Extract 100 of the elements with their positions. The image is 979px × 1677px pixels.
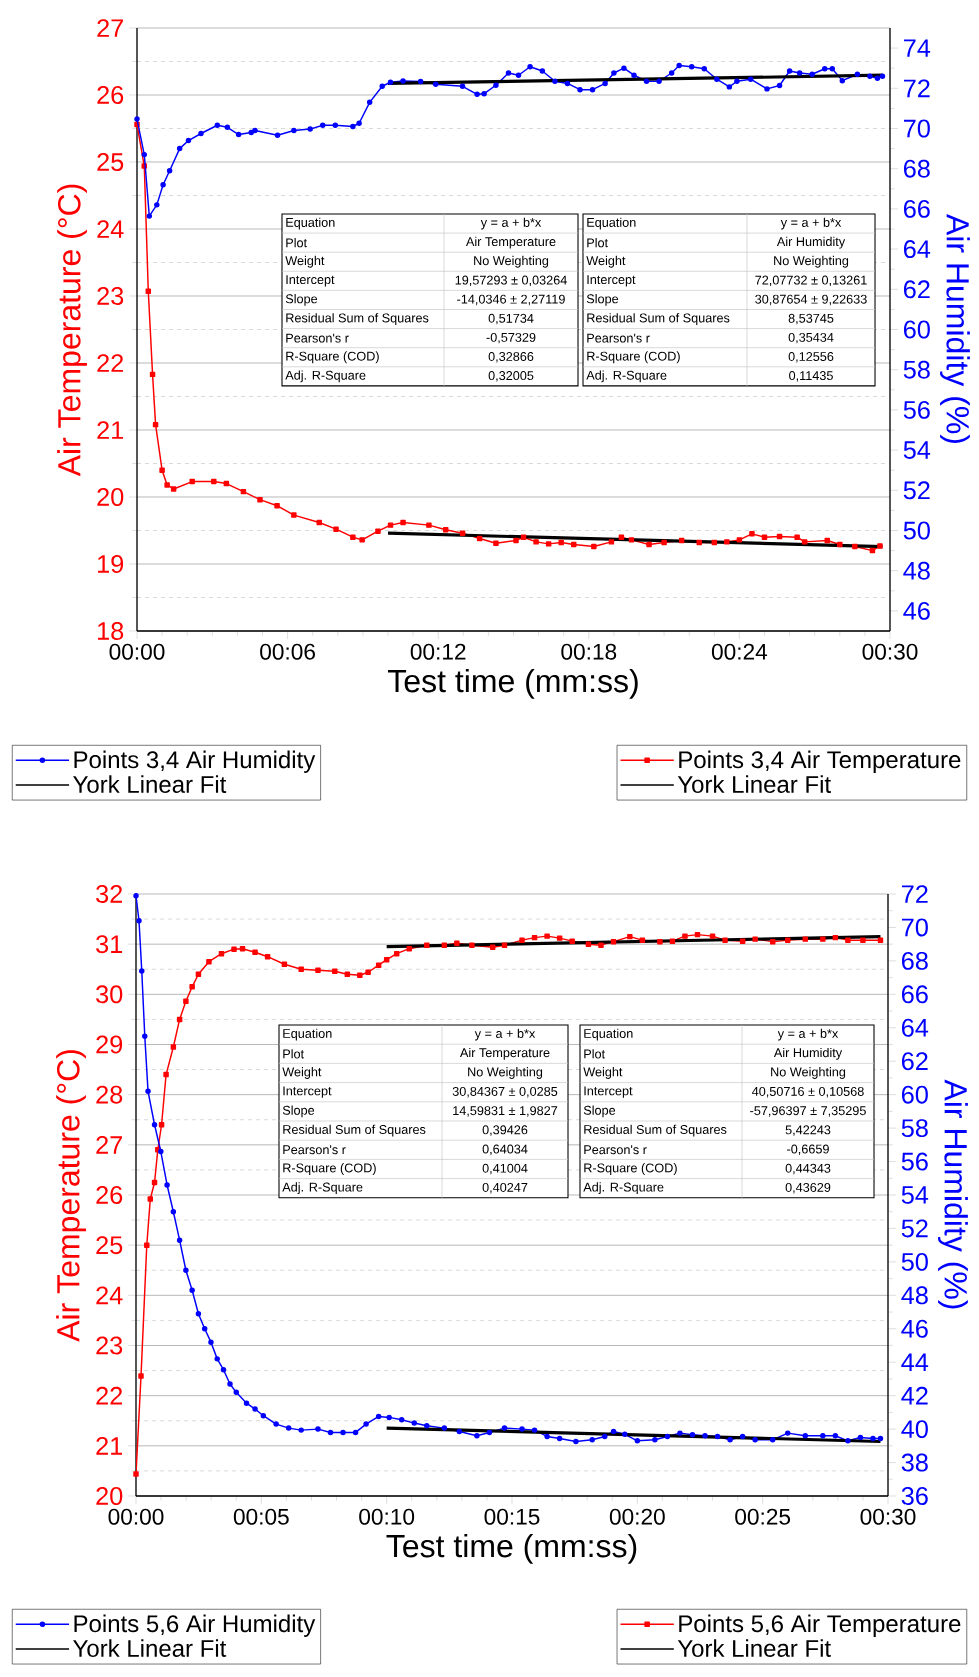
x-tick-label: 00:00: [109, 643, 165, 660]
y2-tick-label: 44: [901, 1353, 929, 1371]
annotation: 0,40247: [482, 1182, 528, 1194]
y2-tick-label: 66: [903, 199, 930, 218]
y2-tick-label: 66: [901, 985, 928, 1004]
annotation: -0,57329: [486, 332, 536, 344]
point: [459, 530, 466, 536]
annotation: 72,07732 ± 0,13261: [755, 275, 867, 287]
legend-label: York Linear Fit: [73, 1639, 227, 1657]
y2-tick-label: 64: [903, 240, 931, 259]
y2-tick-label: 50: [901, 1252, 928, 1271]
legend-label: York Linear Fit: [677, 775, 831, 793]
point: [442, 527, 449, 533]
annotation: Equation: [584, 1028, 633, 1041]
annotation: Weight: [586, 255, 626, 268]
y2-tick-label: 52: [901, 1219, 928, 1238]
point: [333, 526, 339, 532]
annotation: Adj. R-Square: [586, 370, 667, 383]
annotation: 5,42243: [785, 1125, 831, 1136]
x-tick-label: 00:10: [359, 1508, 415, 1525]
y2-tick-label: 50: [903, 521, 930, 540]
annotation: 19,57293 ± 0,03264: [455, 275, 567, 287]
annotation: Plot: [584, 1049, 605, 1059]
y-tick-label: 28: [96, 1085, 123, 1104]
y2-tick-label: 48: [901, 1286, 928, 1305]
annotation: Weight: [285, 255, 325, 268]
point: [618, 534, 625, 540]
annotation: 0,11435: [789, 371, 833, 382]
annotation: R-Square (COD): [587, 351, 680, 364]
annotation: Weight: [583, 1067, 623, 1079]
annotation: 30,87654 ± 9,22633: [755, 294, 867, 306]
annotation: 0,12556: [788, 352, 834, 363]
annotation: Plot: [587, 237, 608, 248]
annotation: 8,53745: [788, 313, 834, 325]
y2-tick-label: 58: [901, 1119, 928, 1138]
y-tick-label: 26: [97, 86, 124, 104]
annotation: 0,39426: [482, 1125, 528, 1136]
point: [646, 541, 652, 548]
point: [400, 519, 406, 526]
point: [877, 543, 883, 549]
annotation: Equation: [587, 217, 636, 230]
annotation: Residual Sum of Squares: [286, 313, 429, 325]
point: [794, 534, 800, 540]
annotation: Adj. R-Square: [285, 370, 366, 383]
annotation: 0,43629: [785, 1182, 831, 1194]
y2-tick-label: 70: [904, 119, 930, 138]
annotation: y = a + b*x: [480, 217, 542, 230]
y-tick-label: 30: [96, 985, 123, 1004]
y2-tick-label: 60: [901, 1085, 928, 1104]
annotation: Slope: [583, 1105, 616, 1118]
annotation: y = a + b*x: [780, 217, 842, 230]
y-tick-label: 25: [96, 1236, 123, 1255]
legend-label: York Linear Fit: [73, 775, 227, 793]
y2-tick-label: 62: [901, 1052, 928, 1071]
point: [520, 534, 527, 540]
point: [608, 539, 615, 545]
legend-label: Points 3,4 Air Humidity: [74, 750, 316, 773]
annotation: Slope: [285, 294, 318, 306]
y2-tick-label: 46: [901, 1319, 928, 1338]
annotation: Slope: [282, 1105, 315, 1118]
x-tick-label: 00:05: [233, 1508, 289, 1525]
annotation: 14,59831 ± 1,9827: [453, 1106, 558, 1117]
legend-label: Points 3,4 Air Temperature: [679, 750, 961, 773]
annotation: 40,50716 ± 0,10568: [752, 1086, 864, 1098]
y2-tick-label: 72: [904, 79, 930, 98]
y2-axis-title: Air Humidity (%): [938, 1079, 968, 1309]
point: [316, 519, 322, 526]
annotation: Adj. R-Square: [282, 1182, 363, 1195]
y2-tick-label: 54: [901, 1186, 929, 1204]
annotation: R-Square (COD): [584, 1163, 677, 1175]
y2-tick-label: 62: [903, 280, 930, 299]
point: [591, 543, 597, 550]
y-tick-label: 24: [97, 220, 124, 238]
y2-tick-label: 68: [903, 159, 930, 178]
point: [189, 478, 195, 485]
annotation: No Weighting: [468, 1067, 543, 1079]
annotation: 0,51734: [488, 313, 534, 325]
point: [852, 543, 858, 550]
point: [533, 539, 539, 545]
y-tick-label: 19: [98, 555, 124, 573]
annotation: Pearson's r: [584, 1145, 647, 1155]
legend-label: Points 5,6 Air Humidity: [74, 1614, 316, 1637]
annotation: 0,64034: [482, 1144, 528, 1156]
y2-tick-label: 52: [903, 481, 930, 500]
point: [628, 537, 635, 543]
annotation: No Weighting: [771, 1067, 846, 1079]
annotation: Intercept: [584, 1086, 633, 1098]
annotation: Intercept: [286, 275, 335, 287]
annotation: Air Humidity: [773, 1047, 843, 1060]
x-tick-label: 00:30: [860, 1508, 916, 1525]
y-tick-label: 20: [96, 1487, 123, 1505]
y-tick-label: 31: [96, 935, 123, 954]
annotation: 0,41004: [482, 1163, 528, 1175]
annotation: Adj. R-Square: [583, 1182, 664, 1195]
y2-tick-label: 68: [901, 951, 928, 970]
y2-tick-label: 42: [901, 1386, 928, 1405]
point: [387, 522, 394, 528]
y-tick-label: 25: [97, 153, 124, 171]
annotation: Intercept: [587, 275, 636, 287]
annotation: 0,35434: [788, 332, 834, 344]
